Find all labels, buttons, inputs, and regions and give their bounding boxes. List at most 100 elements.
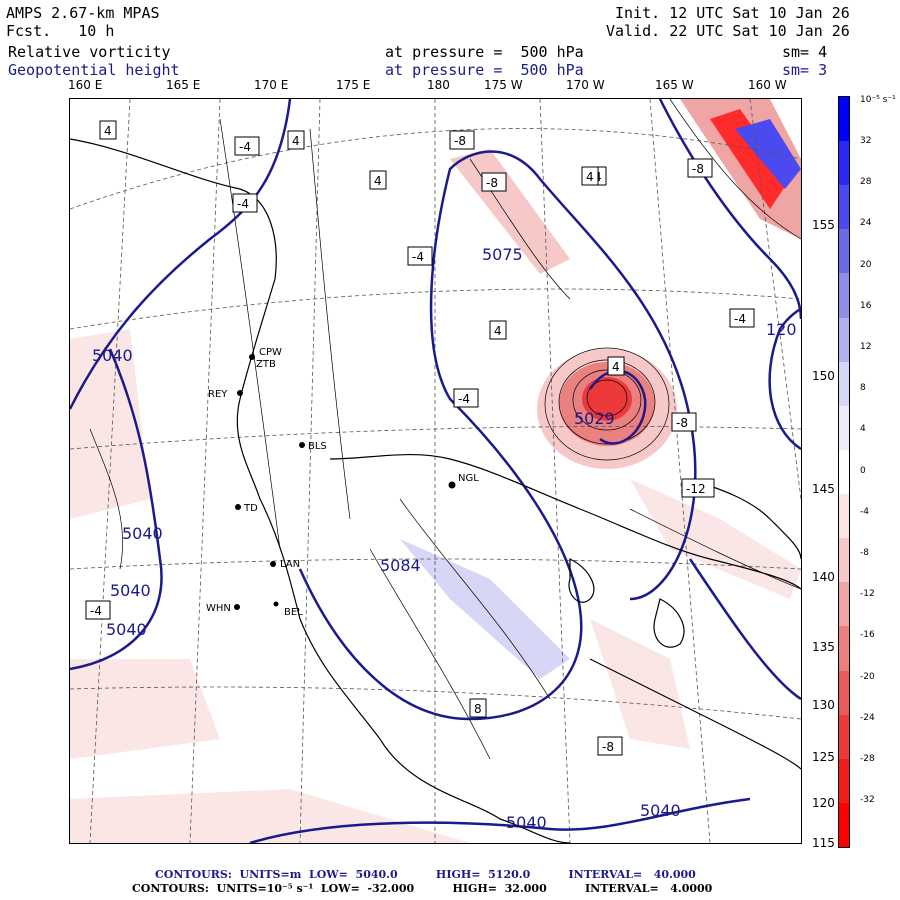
vort-contour-e	[219, 118, 281, 550]
station-markers	[234, 354, 456, 610]
colorbar-segment	[839, 449, 849, 495]
colorbar-tick: 20	[860, 259, 872, 270]
colorbar-segment	[839, 185, 849, 230]
coast-shelf	[329, 453, 802, 590]
colorbar-segment	[839, 317, 849, 363]
vort-label: -12	[686, 482, 706, 496]
colorbar-segment	[839, 582, 849, 627]
height-label: 120	[766, 320, 797, 339]
vort-label-box	[407, 246, 433, 266]
vort-label: -8	[454, 134, 466, 148]
colorbar-tick: -8	[860, 548, 869, 558]
colorbar-tick: -24	[860, 712, 875, 723]
lat-circle-1	[69, 128, 802, 210]
height-label: 5040	[640, 801, 681, 820]
station-labels: CPW ZTB REY BLS NGL TD LAN WHN BEL	[206, 347, 479, 618]
footer-height-contours: CONTOURS: UNITS=m LOW= 5040.0 HIGH= 5120…	[155, 868, 696, 881]
coast-southeast	[589, 658, 802, 770]
map-panel: CPW ZTB REY BLS NGL TD LAN WHN BEL 5040 …	[68, 98, 803, 845]
vorticity-contours	[89, 98, 802, 760]
station-label: TD	[243, 503, 258, 514]
east-band-shade	[630, 479, 801, 599]
north-band-shade	[450, 149, 570, 274]
vort-label: 4	[104, 124, 112, 138]
lon-tick: 160 E	[68, 78, 103, 92]
station-dot-rey	[237, 390, 243, 396]
vort-label: -4	[90, 604, 102, 618]
vort-label: -8	[676, 416, 688, 430]
lon-tick: 165 W	[655, 78, 694, 92]
lon-tick: 175 W	[484, 78, 523, 92]
vort-label-box	[481, 172, 507, 192]
lon-tick: 170 E	[254, 78, 289, 92]
vort-label-box	[469, 698, 487, 718]
height-contour-southwest	[69, 348, 163, 671]
colorbar-segment	[839, 141, 849, 186]
colorbar-segment	[839, 405, 849, 451]
ne-shade-blue	[735, 119, 801, 189]
height-labels: 5040 5040 5040 5040 5040 5040 5075 5084 …	[92, 245, 797, 832]
station-dot-bel	[273, 601, 279, 607]
vort-contour-h	[369, 548, 491, 760]
vort-label: -4	[237, 197, 249, 211]
vort-contour-c	[572, 369, 642, 431]
vort-label: -4	[412, 250, 424, 264]
height-label: 5040	[92, 346, 133, 365]
colorbar-tick: -28	[860, 754, 875, 764]
colorbar-segment	[839, 714, 849, 760]
vort-label-box	[232, 193, 258, 213]
west-shade	[70, 329, 150, 519]
meridian-6	[649, 98, 711, 844]
graticule	[69, 98, 802, 844]
height-label: 5040	[110, 581, 151, 600]
sw-shade	[70, 659, 220, 759]
height-label: 5040	[506, 813, 547, 832]
colorbar-segment	[839, 626, 849, 672]
south-shade	[70, 789, 470, 843]
colorbar-tick: -32	[860, 795, 875, 806]
map-canvas: CPW ZTB REY BLS NGL TD LAN WHN BEL 5040 …	[68, 98, 803, 845]
lon-tick: 175 E	[336, 78, 371, 92]
meridian-2	[189, 98, 221, 844]
vort-contour-d	[586, 379, 628, 417]
colorbar-tick: 0	[860, 465, 866, 476]
station-label: WHN	[206, 603, 231, 614]
footer-vorticity-contours: CONTOURS: UNITS=10⁻⁵ s⁻¹ LOW= -32.000 HI…	[132, 882, 713, 895]
vort-contour-f	[309, 128, 351, 520]
vort-label-box	[597, 736, 623, 756]
colorbar-segment	[839, 273, 849, 319]
lon-tick: 180	[427, 78, 450, 92]
height-contour-south	[249, 797, 751, 845]
colorbar-tick: 24	[860, 218, 872, 229]
vort-label-box	[581, 166, 599, 186]
vort-contour-k	[629, 508, 802, 590]
station-label: BLS	[308, 441, 327, 452]
vort-label: 8	[474, 702, 482, 716]
colorbar-tick: 16	[860, 300, 872, 311]
colorbar-segment	[839, 229, 849, 274]
colorbar-tick: -16	[860, 630, 875, 641]
vort-label-box	[687, 158, 713, 178]
colorbar-tick: 12	[860, 342, 872, 352]
vort-label: 4	[612, 360, 620, 374]
vort-label-box	[671, 412, 697, 432]
field2-level: at pressure = 500 hPa	[385, 61, 584, 79]
vort-label: -4	[239, 140, 251, 154]
vort-contour-j	[669, 98, 802, 240]
colorbar-tick: 8	[860, 383, 866, 394]
vort-label: -8	[692, 162, 704, 176]
lon-tick: 165 E	[166, 78, 201, 92]
meridian-5	[539, 98, 571, 844]
colorbar-segment	[839, 97, 849, 142]
colorbar-tick: -20	[860, 671, 875, 682]
vort-label-box	[453, 388, 479, 408]
station-label: LAN	[280, 559, 300, 570]
field2-name: Geopotential height	[8, 61, 180, 79]
colorbar-segment	[839, 361, 849, 407]
vort-label: -4	[734, 312, 746, 326]
height-contour-central	[298, 150, 697, 721]
model-title: AMPS 2.67-km MPAS	[6, 4, 160, 22]
colorbar-segment	[839, 538, 849, 583]
colorbar-tick: -4	[860, 506, 869, 517]
colorbar-segment	[839, 758, 849, 804]
